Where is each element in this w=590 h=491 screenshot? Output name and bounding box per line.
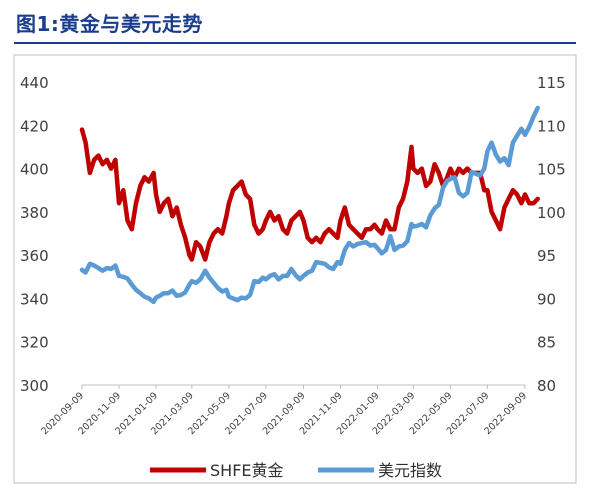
right-tick-label: 115 [537, 74, 566, 92]
left-tick-label: 400 [20, 161, 49, 179]
left-tick-label: 440 [20, 74, 49, 92]
left-tick-label: 420 [20, 117, 49, 135]
right-tick-label: 95 [537, 247, 556, 265]
right-axis: 80 85 90 95 100 105 110 115 [537, 74, 566, 395]
right-tick-label: 80 [537, 377, 556, 395]
legend-label: 美元指数 [378, 461, 442, 480]
left-tick-label: 300 [20, 377, 49, 395]
left-tick-label: 320 [20, 334, 49, 352]
right-tick-label: 85 [537, 334, 556, 352]
legend-label: SHFE黄金 [210, 461, 284, 480]
legend: SHFE黄金 美元指数 [150, 461, 442, 480]
right-tick-label: 90 [537, 290, 556, 308]
right-tick-label: 100 [537, 204, 566, 222]
series-layer [79, 105, 540, 305]
title-underline [14, 42, 576, 44]
chart-title: 图1:黄金与美元走势 [16, 12, 203, 36]
plot-frame [13, 54, 577, 484]
x-axis: 2020-09-092020-11-092021-01-092021-03-09… [39, 385, 529, 437]
left-tick-label: 380 [20, 204, 49, 222]
left-axis: 300 320 340 360 380 400 420 440 [20, 74, 49, 395]
right-tick-label: 105 [537, 161, 566, 179]
series-line-usd-index [79, 105, 540, 305]
left-tick-label: 360 [20, 247, 49, 265]
series-line-shfe-gold [79, 127, 540, 262]
left-tick-label: 340 [20, 290, 49, 308]
right-tick-label: 110 [537, 117, 566, 135]
